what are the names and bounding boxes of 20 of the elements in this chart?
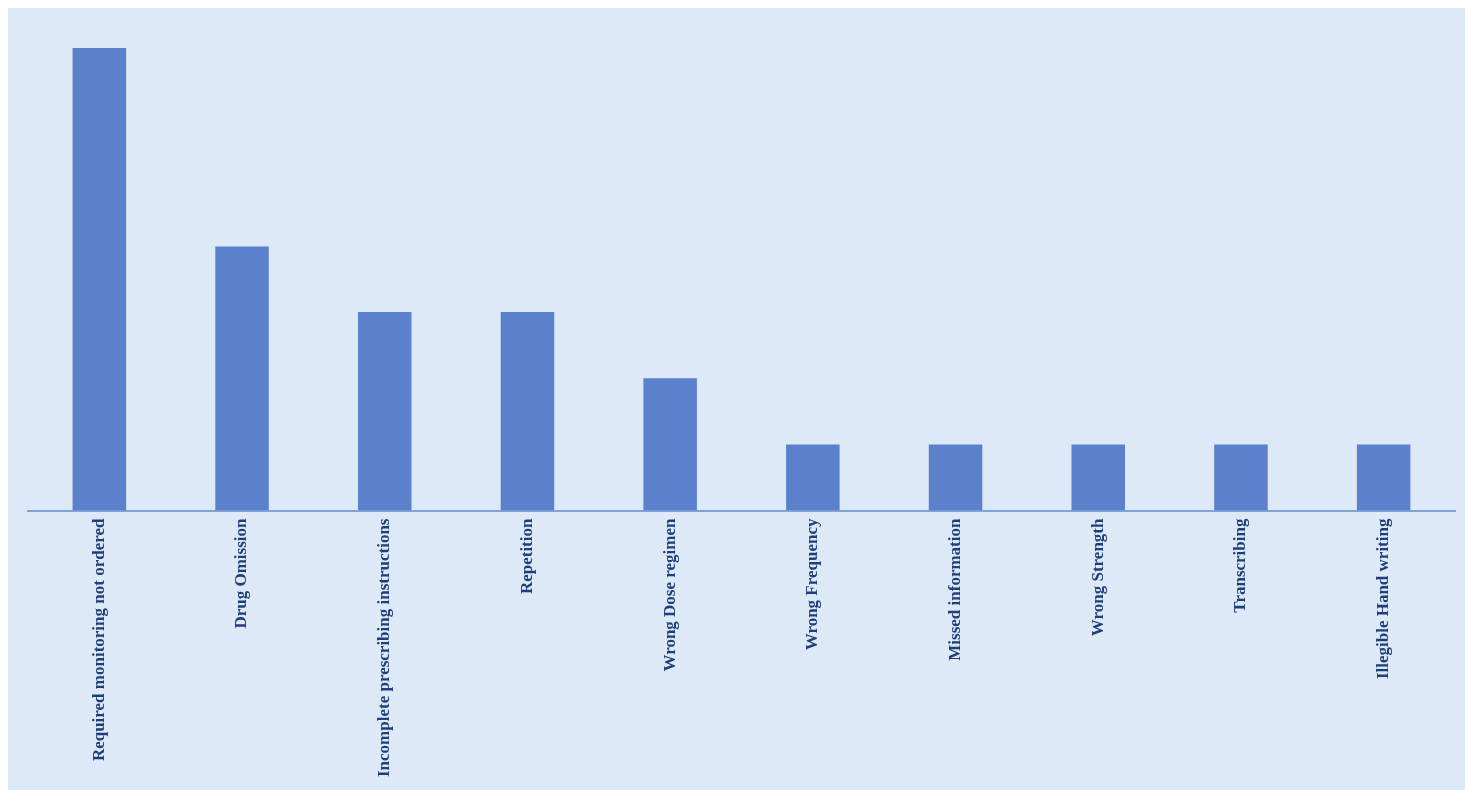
bar [786, 444, 840, 511]
x-tick-label: Required monitoring not ordered [88, 518, 108, 762]
x-tick-label: Wrong Strength [1087, 518, 1107, 637]
x-tick-label: Missed information [944, 518, 964, 661]
x-tick-label: Incomplete prescribing instructions [374, 518, 394, 778]
bar [1071, 444, 1126, 511]
bar [215, 246, 269, 511]
bar [357, 312, 412, 511]
bar [72, 48, 127, 511]
x-tick-label: Drug Omission [231, 518, 251, 629]
bar [1214, 444, 1268, 511]
x-tick-label: Illegible Hand writing [1373, 518, 1393, 680]
x-tick-label: Wrong Dose regimen [659, 518, 679, 672]
bar [1356, 444, 1411, 511]
bar [643, 378, 697, 511]
bar [500, 312, 555, 511]
x-tick-label: Wrong Frequency [802, 518, 822, 651]
x-tick-label: Repetition [516, 517, 536, 595]
x-tick-label: Transcribing [1230, 518, 1250, 613]
bar [928, 444, 983, 511]
